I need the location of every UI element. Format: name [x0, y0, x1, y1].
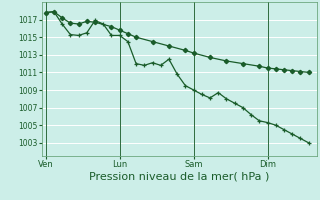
X-axis label: Pression niveau de la mer( hPa ): Pression niveau de la mer( hPa )	[89, 172, 269, 182]
